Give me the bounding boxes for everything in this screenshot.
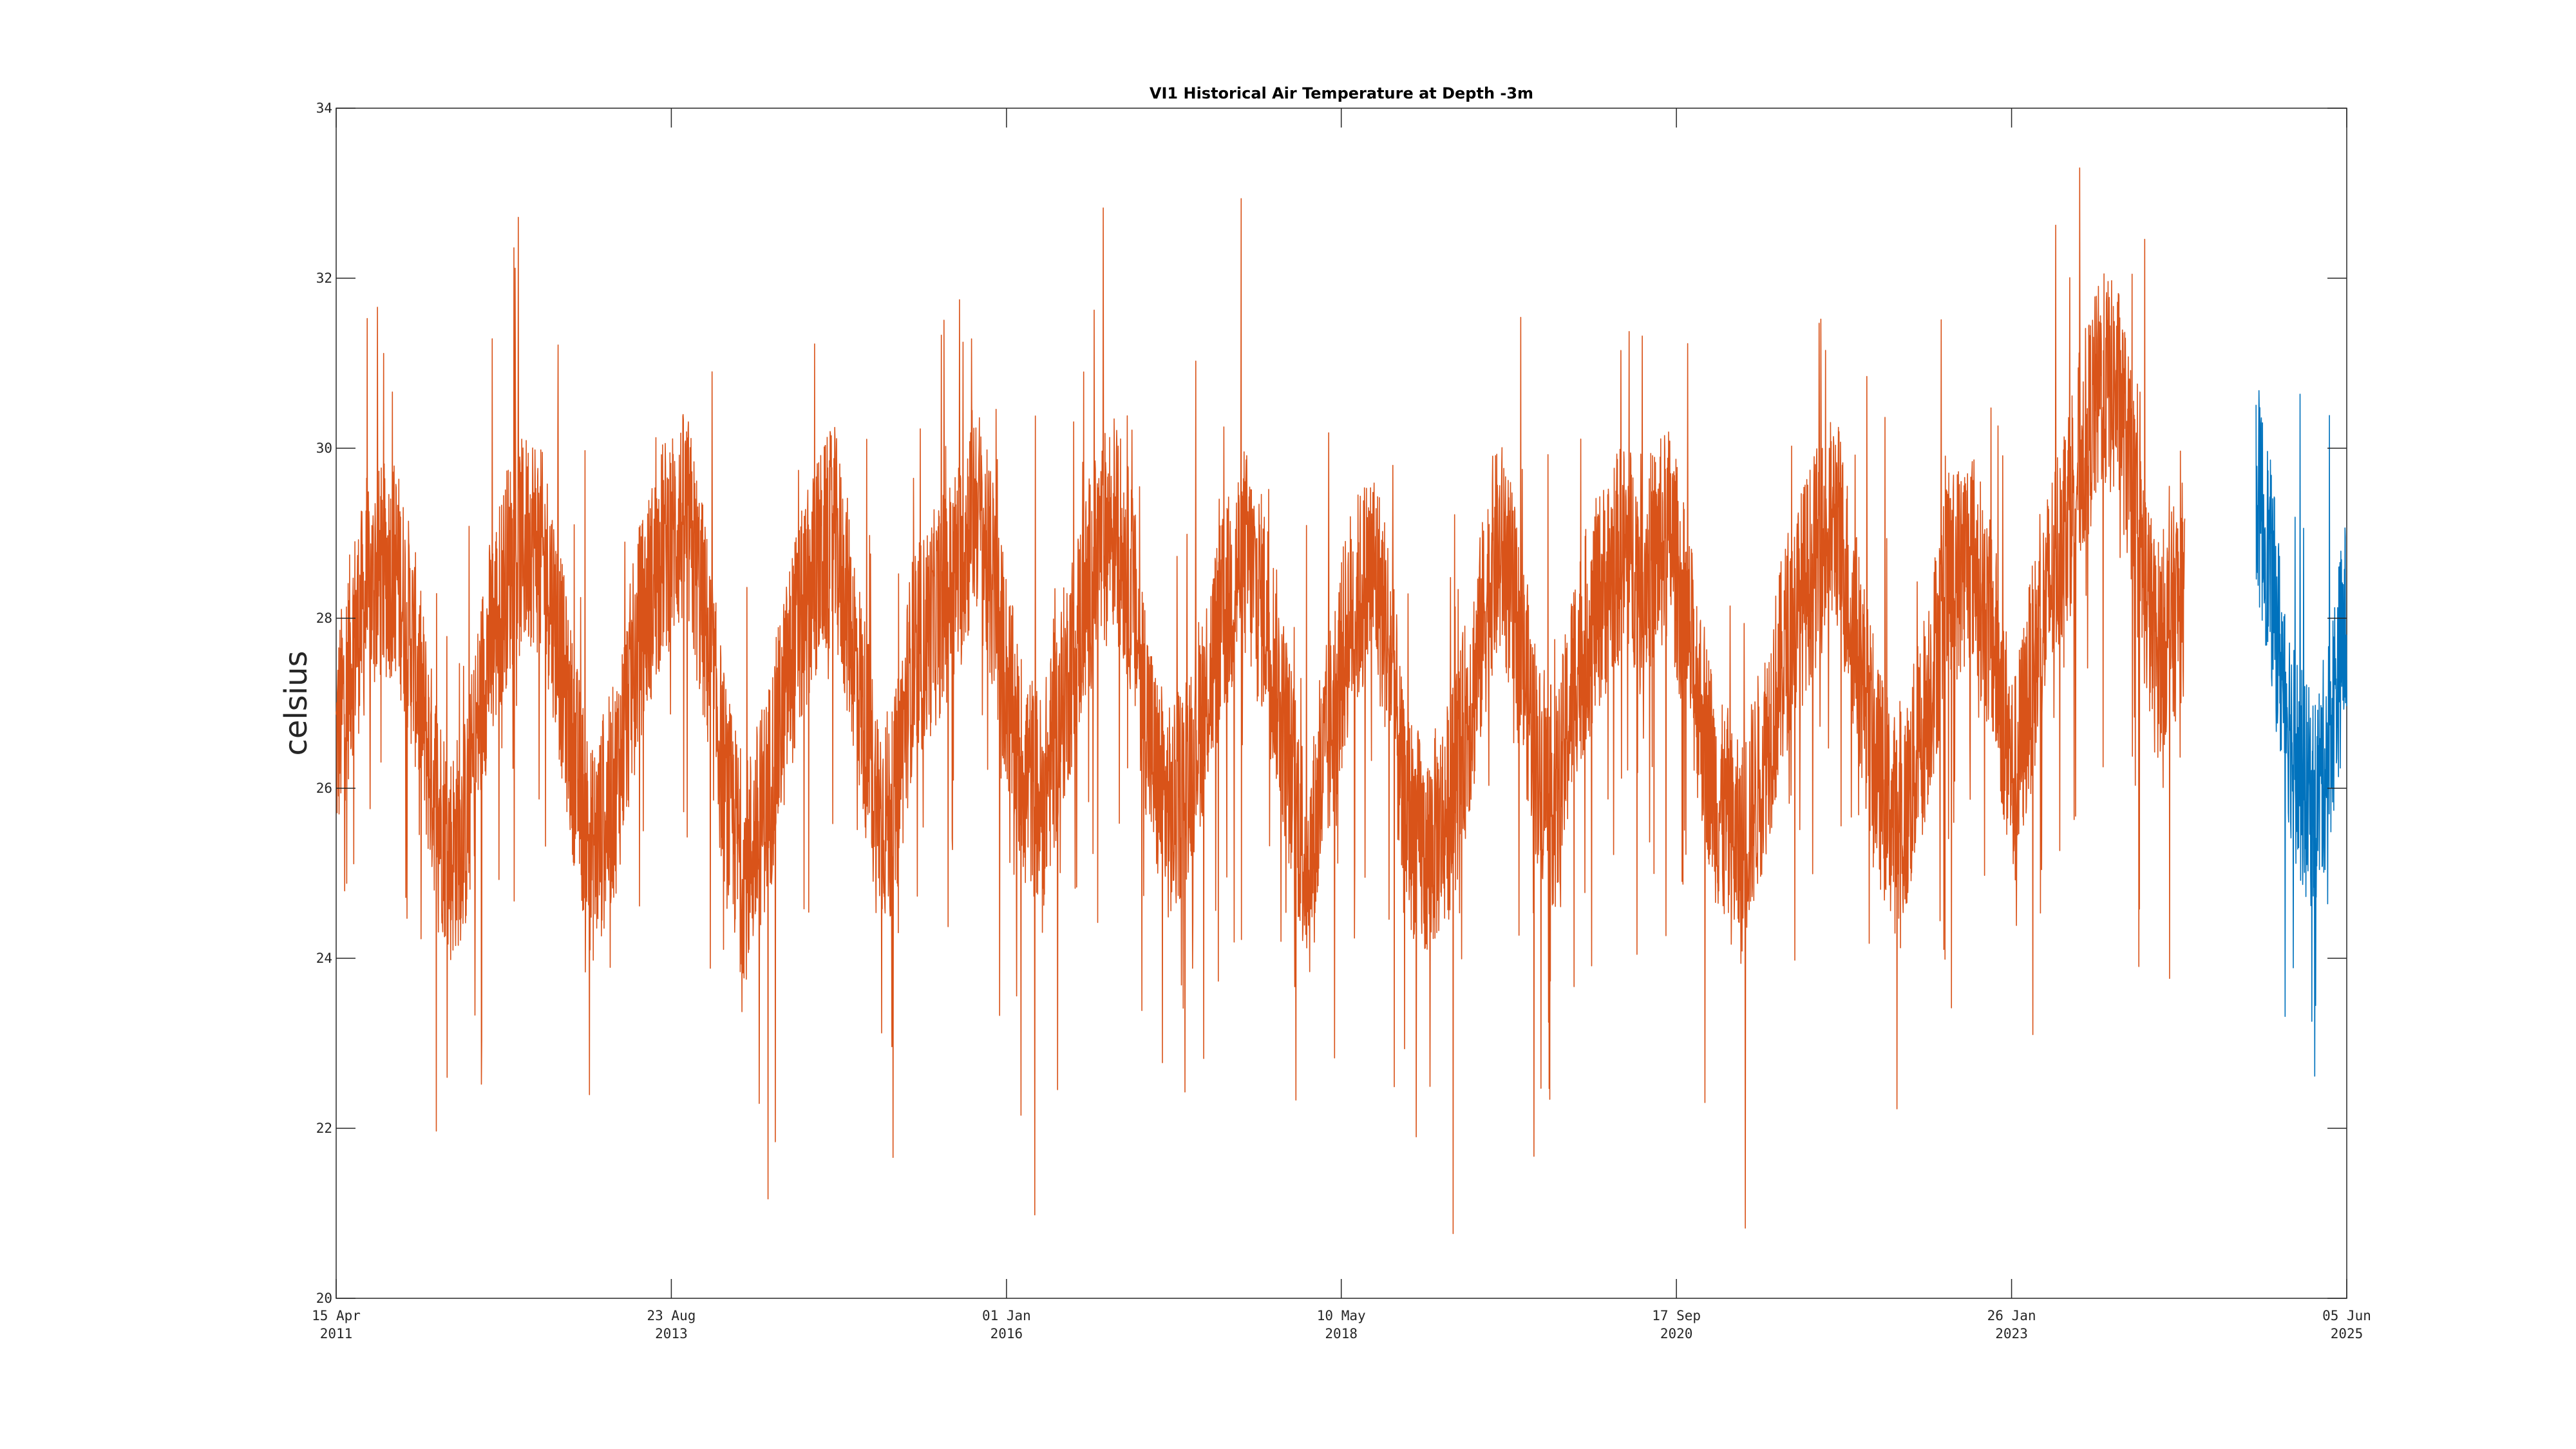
y-tick-label: 30 xyxy=(316,440,332,456)
series-line-1 xyxy=(336,167,2186,1235)
x-tick-label-year: 2023 xyxy=(1995,1326,2028,1341)
y-tick-label: 28 xyxy=(316,611,332,626)
x-tick-label-year: 2013 xyxy=(655,1326,688,1341)
y-tick-label: 22 xyxy=(316,1121,332,1136)
y-axis-label: celsius xyxy=(278,650,314,755)
x-tick-label-date: 05 Jun xyxy=(2322,1308,2371,1323)
y-tick-label: 34 xyxy=(316,100,332,116)
x-tick-label-date: 26 Jan xyxy=(1987,1308,2036,1323)
x-tick-label-date: 23 Aug xyxy=(647,1308,696,1323)
y-tick-label: 20 xyxy=(316,1291,332,1306)
x-tick-label-year: 2011 xyxy=(320,1326,353,1341)
series-line-2 xyxy=(2255,390,2347,1077)
y-tick-label: 32 xyxy=(316,270,332,286)
x-tick-label-year: 2020 xyxy=(1660,1326,1693,1341)
x-tick-label-date: 17 Sep xyxy=(1652,1308,1701,1323)
y-tick-label: 24 xyxy=(316,951,332,966)
x-tick-label-date: 01 Jan xyxy=(982,1308,1031,1323)
x-tick-label-year: 2018 xyxy=(1325,1326,1358,1341)
axes-layer: 20 22 24 26 28 30 32 34 15 Apr 2011 23 Aug 2013 01 J… xyxy=(312,100,2371,1341)
x-tick-label-year: 2025 xyxy=(2331,1326,2363,1341)
y-tick-label: 26 xyxy=(316,781,332,796)
x-tick-label-date: 15 Apr xyxy=(312,1308,361,1323)
x-tick-label-date: 10 May xyxy=(1317,1308,1366,1323)
x-tick-label-year: 2016 xyxy=(990,1326,1023,1341)
series-layer xyxy=(336,167,2347,1235)
chart-title: VI1 Historical Air Temperature at Depth … xyxy=(1150,84,1533,102)
